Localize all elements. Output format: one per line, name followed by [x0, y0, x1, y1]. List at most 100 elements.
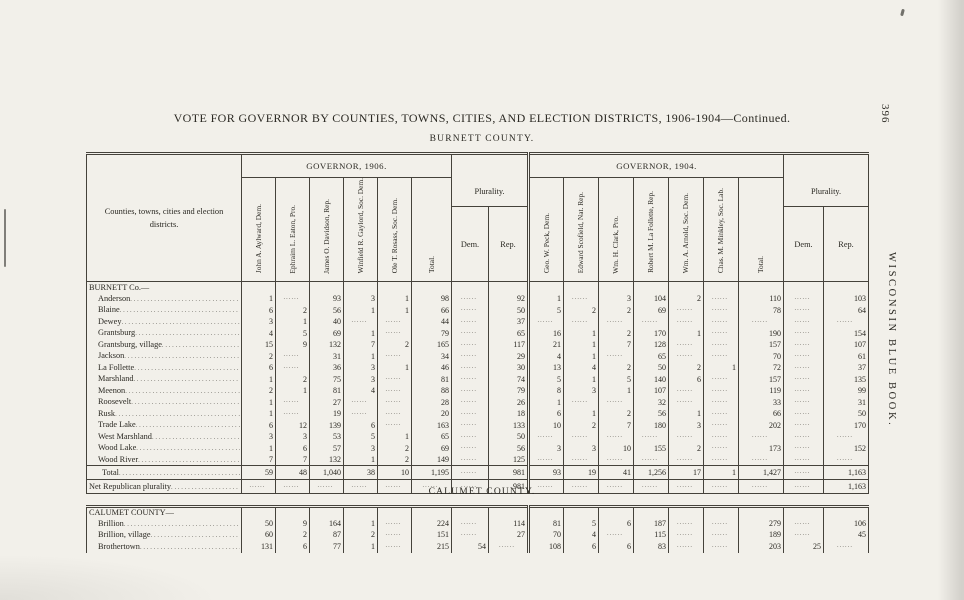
table-row: Rusk11920186125616650	[86, 408, 870, 420]
value-cell: 133	[488, 419, 530, 432]
value-cell: 128	[633, 339, 670, 351]
value-cell	[668, 396, 705, 409]
value-cell	[451, 316, 490, 328]
value-cell	[783, 339, 825, 351]
value-cell: 2	[668, 293, 705, 305]
value-cell: 75	[309, 373, 344, 386]
dot-leader	[134, 377, 241, 384]
row-label: Meenon	[98, 386, 126, 395]
value-cell: 279	[738, 518, 784, 530]
value-cell: 2	[598, 304, 635, 317]
value-cell: 170	[823, 419, 870, 432]
value-cell	[377, 541, 412, 553]
total-header-1906: Total.	[410, 176, 453, 283]
row-label: Rusk	[98, 409, 116, 418]
value-cell: 19	[563, 465, 600, 480]
value-cell	[783, 281, 825, 294]
dot-leader	[140, 545, 240, 552]
value-cell: 107	[823, 339, 870, 351]
dot-leader	[131, 400, 240, 407]
value-cell	[783, 465, 825, 480]
value-cell: 50	[823, 408, 870, 420]
value-cell: 93	[309, 293, 344, 305]
value-cell: 4	[343, 385, 378, 397]
value-cell: 1	[563, 339, 600, 351]
value-cell: 187	[633, 518, 669, 530]
value-cell	[738, 454, 785, 466]
value-cell	[563, 454, 600, 466]
value-cell: 1,163	[823, 465, 870, 480]
value-cell	[783, 506, 824, 518]
value-cell: 108	[527, 541, 564, 553]
value-cell	[343, 316, 378, 328]
value-cell: 5	[527, 373, 565, 386]
value-cell: 13	[527, 362, 565, 374]
value-cell: 3	[343, 373, 378, 386]
value-cell: 87	[309, 529, 344, 541]
candidate-name: Ephraim L. Eaton, Pro.	[287, 204, 297, 274]
value-cell	[783, 518, 824, 530]
value-cell	[451, 454, 490, 466]
value-cell: 981	[488, 465, 530, 480]
value-cell: 79	[488, 385, 530, 397]
value-cell: 19	[309, 408, 344, 420]
value-cell: 1	[343, 304, 378, 317]
candidate-header: Winfield R. Gaylord, Soc. Dem.	[343, 176, 378, 283]
value-cell: 64	[823, 304, 870, 317]
value-cell: 40	[309, 316, 344, 328]
dot-leader	[115, 412, 240, 419]
value-cell: 56	[633, 408, 670, 420]
value-cell: 27	[309, 396, 344, 409]
value-cell: 1	[703, 362, 740, 374]
value-cell: 8	[527, 385, 565, 397]
value-cell: 69	[309, 327, 344, 340]
value-cell: 34	[410, 350, 453, 363]
value-cell: 190	[738, 327, 785, 340]
value-cell	[309, 281, 344, 294]
value-cell	[275, 350, 310, 363]
value-cell: 1	[563, 327, 600, 340]
value-cell	[377, 385, 412, 397]
value-cell: 1,163	[823, 479, 870, 494]
value-cell	[703, 518, 739, 530]
value-cell: 98	[410, 293, 453, 305]
value-cell: 72	[738, 362, 785, 374]
table-row: West Marshland3353516550	[86, 431, 870, 443]
value-cell	[783, 454, 825, 466]
candidate-header: Geo. W. Peck, Dem.	[527, 176, 565, 283]
value-cell	[563, 396, 600, 409]
value-cell	[275, 362, 310, 374]
value-cell: 50	[488, 304, 530, 317]
value-cell: 45	[823, 529, 869, 541]
value-cell: 28	[410, 396, 453, 409]
value-cell	[783, 327, 825, 340]
value-cell	[598, 454, 635, 466]
value-cell: 106	[823, 518, 869, 530]
value-cell: 5	[275, 327, 310, 340]
table-row: Marshland1275381745151406157135	[86, 373, 870, 386]
value-cell: 1	[343, 518, 378, 530]
table-row: Grantsburg45691796516121701190154	[86, 327, 870, 340]
value-cell: 4	[527, 350, 565, 363]
value-cell	[703, 529, 739, 541]
value-cell	[411, 506, 452, 518]
value-cell: 50	[633, 362, 670, 374]
value-cell: 59	[241, 465, 276, 480]
candidate-name: Wm. H. Clark, Pro.	[611, 215, 621, 274]
value-cell	[451, 362, 490, 374]
value-cell	[783, 293, 825, 305]
value-cell: 10	[598, 442, 635, 455]
value-cell	[668, 506, 704, 518]
value-cell: 66	[410, 304, 453, 317]
value-cell: 203	[738, 541, 784, 553]
table-row: Brillion, village6028721512770411518945	[86, 529, 869, 541]
value-cell	[377, 327, 412, 340]
dot-leader	[130, 297, 240, 304]
value-cell: 16	[527, 327, 565, 340]
value-cell: 2	[377, 454, 412, 466]
value-cell	[668, 281, 705, 294]
value-cell: 30	[488, 362, 530, 374]
value-cell: 2	[275, 529, 310, 541]
value-cell	[703, 419, 740, 432]
